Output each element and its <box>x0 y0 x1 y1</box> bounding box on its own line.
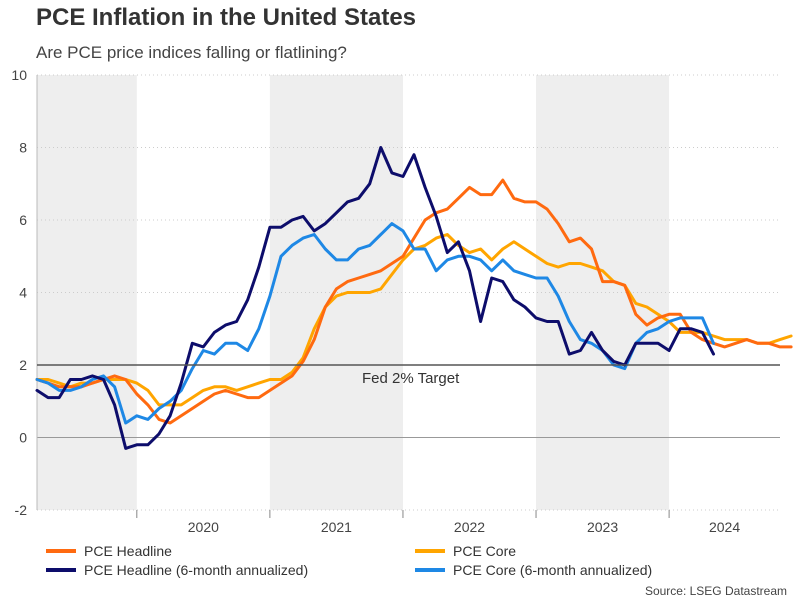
chart-subtitle: Are PCE price indices falling or flatlin… <box>36 43 347 62</box>
fed-target-label: Fed 2% Target <box>362 370 460 387</box>
legend: PCE Headline PCE Core PCE Headline (6-mont… <box>46 543 652 578</box>
x-tick-label-2022: 2022 <box>454 519 485 535</box>
x-tick-label-2020: 2020 <box>188 519 219 535</box>
y-tick-label: 4 <box>19 285 27 301</box>
y-tick-label: 0 <box>19 430 27 446</box>
x-tick-label-2023: 2023 <box>587 519 618 535</box>
legend-label: PCE Core <box>453 543 516 559</box>
axes: -2 0 2 4 6 8 10 2020 2021 2022 2023 2024 <box>11 67 740 535</box>
chart-title: PCE Inflation in the United States <box>36 4 417 31</box>
y-tick-label: 8 <box>19 140 27 156</box>
legend-label: PCE Headline <box>84 543 172 559</box>
series-lines <box>35 146 793 450</box>
x-tick-label-2021: 2021 <box>321 519 352 535</box>
y-tick-label: 6 <box>19 212 27 228</box>
x-tick-label-2024: 2024 <box>709 519 740 535</box>
legend-item-core-6m: PCE Core (6-month annualized) <box>415 562 652 578</box>
annotations: Fed 2% Target <box>37 364 780 387</box>
legend-label: PCE Headline (6-month annualized) <box>84 562 308 578</box>
y-tick-label: -2 <box>15 502 28 518</box>
series-line-headline <box>35 178 793 425</box>
legend-item-headline: PCE Headline <box>46 543 172 559</box>
source-note: Source: LSEG Datastream <box>644 584 787 598</box>
legend-item-core: PCE Core <box>415 543 516 559</box>
y-tick-label: 10 <box>11 67 27 83</box>
y-tick-label: 2 <box>19 357 27 373</box>
legend-label: PCE Core (6-month annualized) <box>453 562 652 578</box>
gridlines <box>37 74 780 511</box>
legend-item-headline-6m: PCE Headline (6-month annualized) <box>46 562 308 578</box>
series-line-headline-6m <box>35 146 715 450</box>
